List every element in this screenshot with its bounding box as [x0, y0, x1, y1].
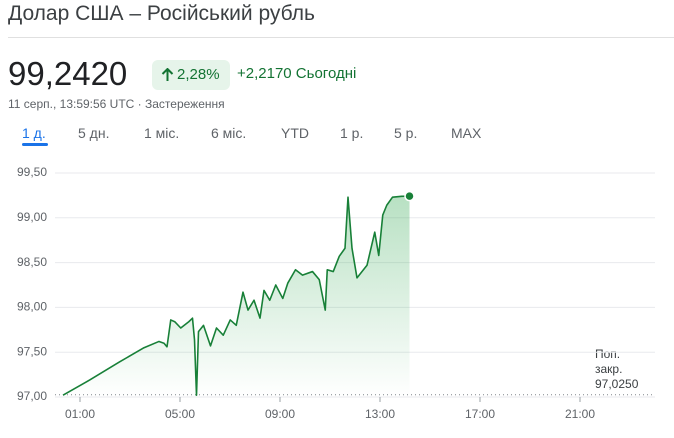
title: Долар США – Російський рубль: [8, 2, 315, 25]
range-tab[interactable]: 5 дн.: [78, 125, 110, 141]
divider: [8, 37, 674, 38]
change-percent: 2,28%: [177, 66, 220, 83]
timestamp[interactable]: 11 серп., 13:59:56 UTC · Застереження: [8, 97, 225, 111]
y-tick-label: 98,50: [17, 255, 47, 269]
x-tick-label: 13:00: [365, 407, 395, 421]
price: 99,2420: [8, 55, 128, 92]
prev-close-value: 97,0250: [595, 377, 639, 391]
y-tick-label: 99,00: [17, 210, 47, 224]
price-line: [62, 195, 410, 397]
range-tab[interactable]: YTD: [281, 125, 309, 141]
y-tick-label: 97,50: [17, 344, 47, 358]
y-tick-label: 98,00: [17, 300, 47, 314]
range-tab[interactable]: MAX: [451, 125, 482, 141]
tab-underline: [22, 143, 48, 146]
range-tab[interactable]: 1 р.: [340, 125, 364, 141]
last-point: [404, 190, 415, 202]
x-tick-label: 09:00: [265, 407, 295, 421]
x-tick-label: 05:00: [165, 407, 195, 421]
range-tab[interactable]: 1 д.: [22, 125, 46, 141]
up-arrow: [161, 68, 174, 81]
area-fill: [63, 196, 410, 397]
change-today: +2,2170 Сьогодні: [237, 65, 357, 82]
y-tick-label: 97,00: [17, 389, 47, 403]
prev-close-note: Поп. закр. 97,0250: [595, 347, 638, 392]
x-tick-label: 17:00: [465, 407, 495, 421]
range-tab[interactable]: 1 міс.: [144, 125, 180, 141]
chart: 97,00 97,50 98,00 98,50 99,00 99,50 01:00 05:00…: [17, 165, 655, 421]
change-badge: 2,28%: [152, 60, 230, 90]
prev-close-label: Поп. закр.: [595, 347, 623, 376]
x-tick-label: 01:00: [65, 407, 95, 421]
range-tab[interactable]: 5 р.: [394, 125, 418, 141]
range-tab[interactable]: 6 міс.: [211, 125, 247, 141]
y-tick-label: 99,50: [17, 165, 47, 179]
x-tick-label: 21:00: [565, 407, 595, 421]
